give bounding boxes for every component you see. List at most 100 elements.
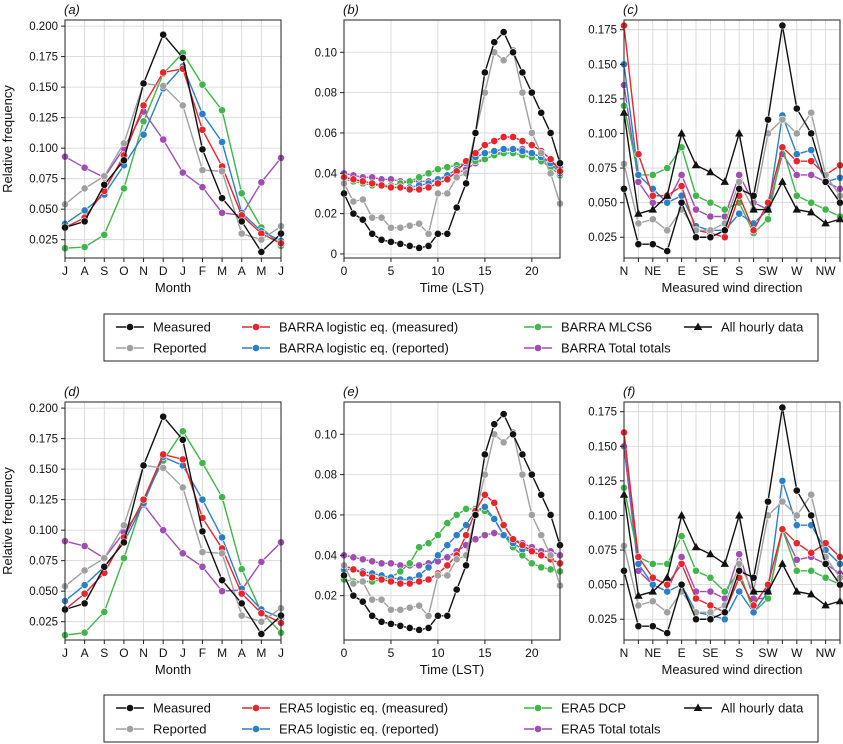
- panel-label: (e): [343, 384, 359, 399]
- data-point-reported: [634, 219, 643, 228]
- data-point-logistic_measured: [537, 551, 546, 560]
- legend-label: Reported: [153, 341, 206, 356]
- data-point-all_hourly: [807, 589, 816, 598]
- x-tick-label: M: [217, 264, 227, 278]
- x-tick-label: 20: [525, 646, 539, 660]
- x-tick-label: S: [735, 264, 743, 278]
- y-tick-label: 0.06: [315, 128, 337, 140]
- y-tick-label: 0.06: [315, 510, 337, 522]
- data-point-measured: [358, 215, 367, 224]
- data-point-totals: [471, 535, 480, 544]
- y-tick-label: 0.175: [29, 52, 58, 64]
- data-point-totals: [198, 183, 207, 192]
- data-point-logistic_reported: [634, 171, 643, 179]
- data-point-reported: [778, 115, 787, 124]
- data-point-logistic_reported: [434, 551, 442, 560]
- data-point-reported: [368, 595, 377, 604]
- data-point-reported: [537, 149, 546, 158]
- y-tick-label: 0.025: [29, 235, 58, 247]
- data-point-measured: [792, 104, 801, 113]
- legend-label: BARRA logistic eq. (reported): [279, 341, 449, 356]
- legend-marker-totals: [534, 725, 542, 733]
- data-point-logistic_measured: [415, 185, 424, 194]
- data-point-logistic_reported: [198, 110, 207, 118]
- data-point-third: [415, 543, 424, 552]
- data-point-all_hourly: [807, 207, 816, 216]
- data-point-reported: [648, 215, 657, 224]
- data-point-third: [396, 567, 405, 576]
- series-line-reported: [64, 464, 282, 623]
- y-tick-label: 0.050: [588, 198, 617, 210]
- panel-label: (b): [343, 2, 359, 17]
- data-point-all_hourly: [677, 128, 686, 137]
- data-point-all_hourly: [663, 573, 672, 581]
- data-point-totals: [792, 171, 801, 179]
- legend-label: All hourly data: [721, 701, 804, 716]
- data-point-measured: [634, 240, 643, 249]
- x-tick-label: D: [159, 646, 168, 660]
- data-point-logistic_measured: [377, 181, 386, 190]
- x-tick-label: 10: [431, 646, 445, 660]
- data-point-measured: [720, 608, 729, 617]
- data-point-third: [764, 215, 772, 224]
- x-tick-label: 15: [478, 264, 492, 278]
- data-point-reported: [387, 605, 395, 614]
- y-tick-label: 0.100: [29, 525, 58, 537]
- legend-item: Reported: [116, 722, 206, 737]
- x-tick-label: S: [735, 646, 743, 660]
- data-point-logistic_measured: [509, 133, 517, 141]
- data-point-third: [537, 563, 546, 572]
- data-point-reported: [257, 235, 266, 244]
- data-point-totals: [80, 163, 89, 172]
- data-point-measured: [509, 48, 517, 57]
- data-point-measured: [452, 203, 461, 212]
- data-point-measured: [735, 566, 744, 575]
- data-point-logistic_measured: [405, 579, 414, 588]
- series-line-reported: [343, 430, 561, 618]
- series-line-all_hourly: [623, 494, 841, 607]
- data-point-reported: [349, 197, 358, 206]
- data-point-totals: [387, 559, 395, 568]
- data-point-reported: [452, 173, 461, 182]
- data-point-measured: [218, 194, 226, 203]
- data-point-reported: [80, 566, 89, 575]
- data-point-logistic_reported: [80, 581, 89, 589]
- data-point-logistic_measured: [443, 175, 452, 184]
- x-axis-label: Measured wind direction: [662, 662, 803, 677]
- legend-marker-reported: [126, 344, 134, 352]
- data-point-logistic_reported: [424, 563, 433, 572]
- data-point-reported: [499, 438, 508, 447]
- data-point-logistic_measured: [471, 149, 480, 158]
- data-point-totals: [80, 542, 89, 550]
- data-point-totals: [178, 168, 187, 177]
- data-point-totals: [490, 529, 499, 538]
- data-point-all_hourly: [749, 205, 758, 213]
- data-point-measured: [377, 617, 386, 626]
- legend-box: [103, 313, 819, 362]
- y-tick-label: 0.10: [315, 47, 337, 59]
- data-point-reported: [100, 172, 109, 181]
- y-tick-label: 0.150: [29, 82, 58, 94]
- data-point-logistic_measured: [434, 179, 442, 188]
- data-point-measured: [358, 597, 367, 606]
- data-point-measured: [807, 129, 816, 138]
- data-point-reported: [120, 521, 128, 530]
- data-point-logistic_reported: [499, 145, 508, 153]
- data-point-measured: [237, 599, 246, 608]
- legend-label: Measured: [153, 320, 211, 335]
- data-point-measured: [178, 53, 187, 62]
- data-point-reported: [257, 617, 266, 626]
- y-tick-label: 0.075: [29, 556, 58, 568]
- data-point-reported: [499, 56, 508, 65]
- legend-item: ERA5 Total totals: [524, 722, 661, 737]
- data-point-totals: [349, 553, 358, 562]
- data-point-measured: [527, 88, 536, 97]
- legend-item: All hourly data: [684, 320, 804, 335]
- data-point-totals: [480, 531, 489, 540]
- data-point-reported: [792, 511, 801, 520]
- x-tick-label: M: [256, 264, 266, 278]
- data-point-measured: [634, 622, 643, 631]
- data-point-logistic_reported: [509, 145, 517, 153]
- data-point-logistic_reported: [80, 206, 89, 215]
